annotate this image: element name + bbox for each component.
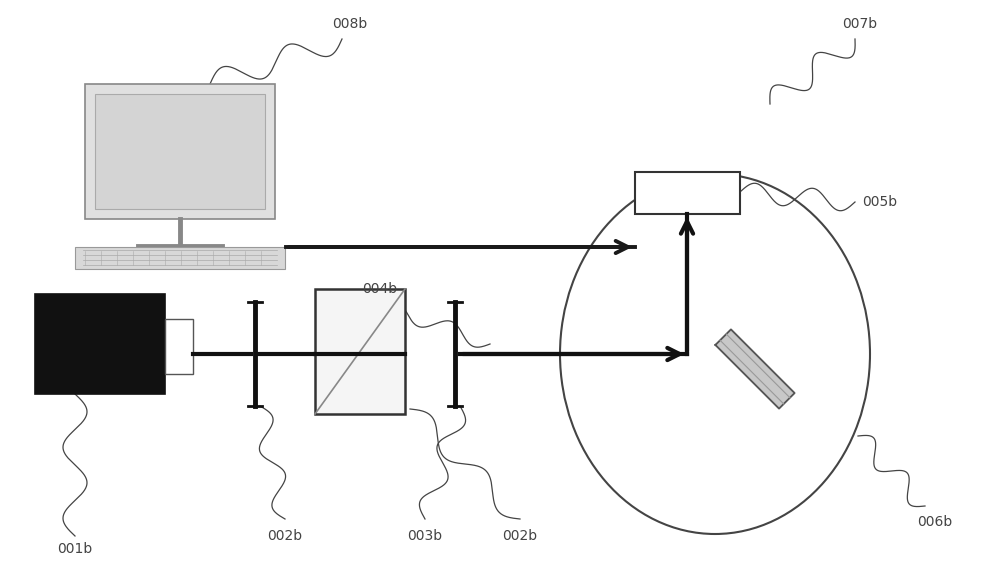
Text: 002b: 002b xyxy=(502,529,538,543)
Text: 001b: 001b xyxy=(57,542,93,556)
Bar xyxy=(635,172,740,214)
Text: 002b: 002b xyxy=(267,529,303,543)
Text: 007b: 007b xyxy=(842,17,878,31)
Bar xyxy=(85,84,275,219)
Bar xyxy=(315,289,405,414)
Text: 006b: 006b xyxy=(917,515,953,529)
Text: 008b: 008b xyxy=(332,17,368,31)
Text: 005b: 005b xyxy=(862,195,898,209)
Polygon shape xyxy=(715,329,795,409)
Bar xyxy=(35,294,165,394)
Bar xyxy=(165,319,193,374)
FancyBboxPatch shape xyxy=(75,247,285,269)
Bar xyxy=(95,94,265,209)
Text: 004b: 004b xyxy=(362,282,398,296)
Text: 003b: 003b xyxy=(407,529,443,543)
